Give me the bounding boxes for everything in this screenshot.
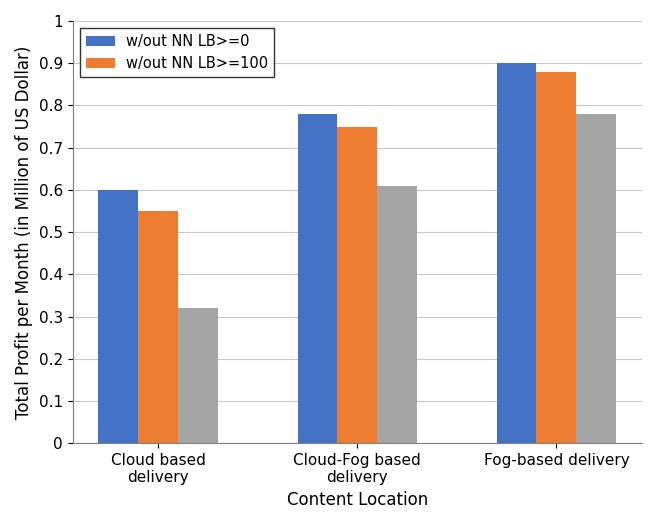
Bar (337, 127, 377, 443)
Bar (576, 114, 616, 443)
Bar (298, 114, 337, 443)
Bar (178, 308, 218, 443)
Bar (138, 211, 178, 443)
Legend: w/out NN LB>=0, w/out NN LB>=100: w/out NN LB>=0, w/out NN LB>=100 (79, 28, 275, 77)
Bar (377, 185, 417, 443)
X-axis label: Content Location: Content Location (286, 491, 428, 509)
Bar (99, 190, 138, 443)
Bar (537, 72, 576, 443)
Y-axis label: Total Profit per Month (in Million of US Dollar): Total Profit per Month (in Million of US… (15, 46, 33, 419)
Bar (497, 63, 537, 443)
